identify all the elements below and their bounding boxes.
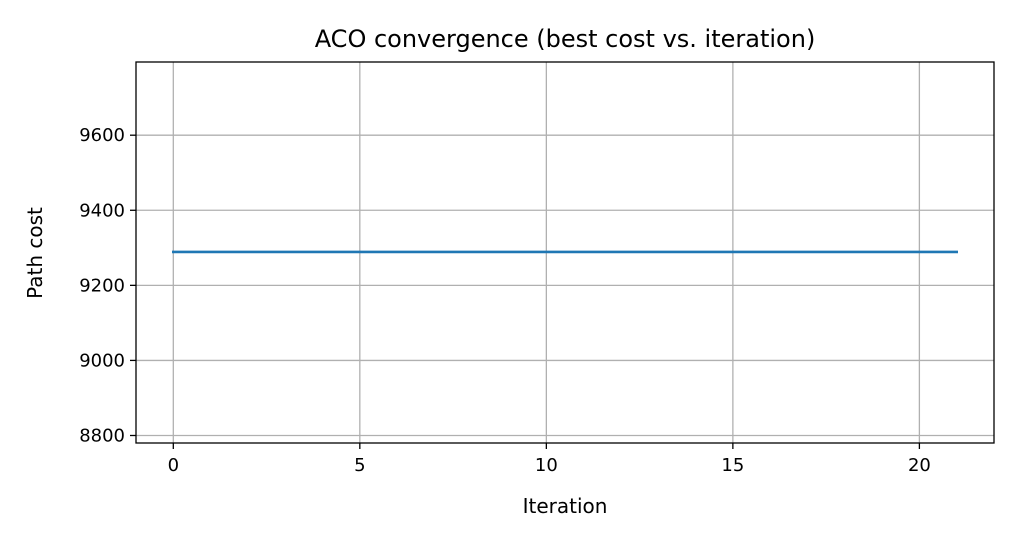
y-tick-label: 9600 [79, 125, 125, 146]
x-tick-label: 15 [721, 455, 744, 476]
y-tick-label: 9200 [79, 275, 125, 296]
chart-title: ACO convergence (best cost vs. iteration… [315, 25, 816, 53]
x-tick-label: 0 [168, 455, 179, 476]
ticks: 0 5 10 15 20 8800 9000 9200 9400 9600 [79, 125, 931, 476]
y-tick-label: 9400 [79, 200, 125, 221]
y-axis-label: Path cost [23, 207, 47, 299]
plot-frame [135, 61, 995, 444]
y-tick-label: 9000 [79, 350, 125, 371]
x-tick-label: 20 [908, 455, 931, 476]
x-tick-label: 5 [354, 455, 365, 476]
x-tick-label: 10 [535, 455, 558, 476]
x-axis-label: Iteration [523, 494, 608, 518]
y-tick-label: 8800 [79, 425, 125, 446]
